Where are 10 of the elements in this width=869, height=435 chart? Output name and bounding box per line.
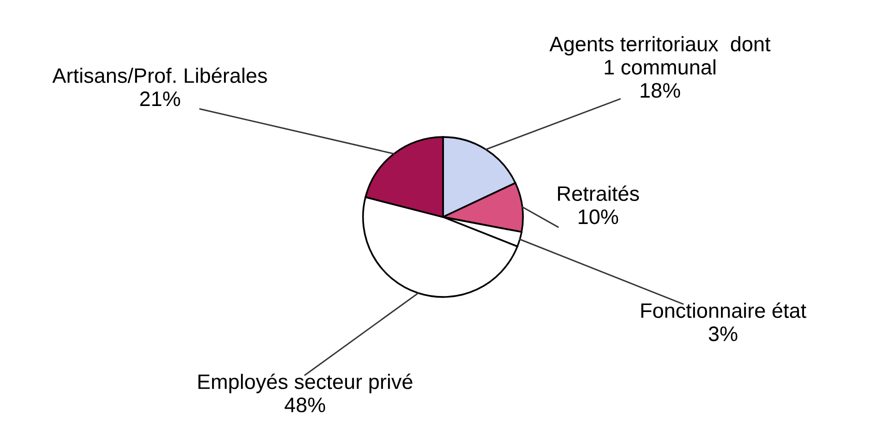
slice-label: Artisans/Prof. Libérales bbox=[52, 67, 267, 83]
data-label: 48% bbox=[284, 398, 326, 412]
slice-label: Agents territoriaux dont 1 communal bbox=[549, 36, 770, 75]
data-label: 18% bbox=[640, 83, 680, 98]
data-label: 3% bbox=[708, 326, 738, 342]
data-label: 10% bbox=[578, 209, 618, 224]
slice-label: Retraités bbox=[558, 185, 639, 201]
slice-label: Fonctionnaire état bbox=[641, 302, 806, 318]
slice-label: Employés secteur privé bbox=[198, 374, 412, 394]
data-label: 21% bbox=[140, 91, 180, 106]
